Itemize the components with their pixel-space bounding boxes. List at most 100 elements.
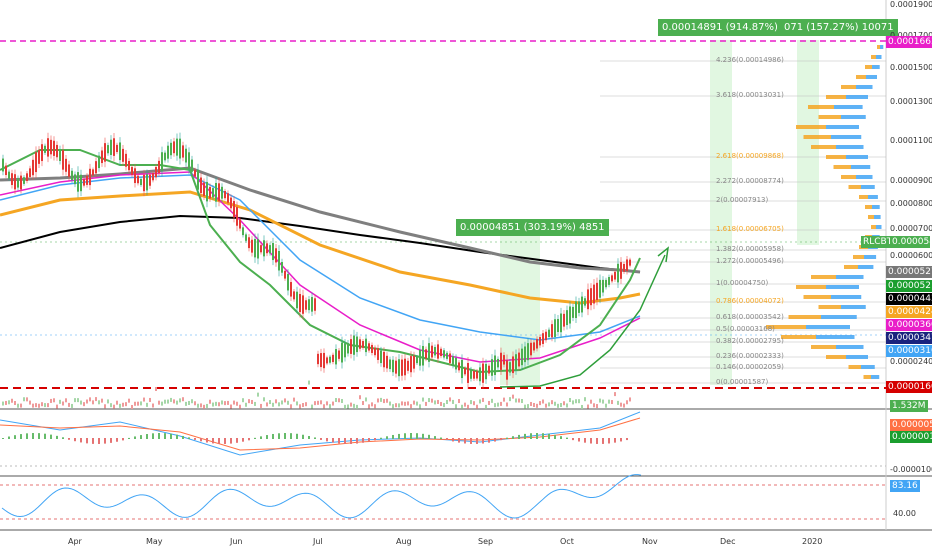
volume-bar bbox=[296, 401, 298, 406]
volume-bar bbox=[107, 399, 109, 404]
candle bbox=[614, 271, 616, 280]
candle bbox=[50, 139, 52, 155]
measure-box-big: 0.00014891 (914.87%) 14891 bbox=[658, 19, 817, 36]
volume-bar bbox=[206, 403, 208, 408]
candle bbox=[386, 355, 388, 369]
candle bbox=[98, 155, 100, 169]
volume-bar bbox=[59, 399, 61, 404]
macd-histogram bbox=[392, 434, 394, 439]
volume-bar bbox=[116, 400, 118, 405]
macd-histogram bbox=[578, 438, 580, 442]
macd-histogram bbox=[362, 438, 364, 443]
volume-bar bbox=[170, 397, 172, 402]
candle bbox=[2, 158, 4, 172]
candle bbox=[32, 159, 34, 176]
volume-bar bbox=[368, 404, 370, 409]
price-axis-label: 0.00017000 bbox=[890, 31, 932, 40]
macd-histogram bbox=[608, 438, 610, 444]
volume-bar bbox=[209, 399, 211, 404]
candle bbox=[494, 355, 496, 376]
ma-orange bbox=[0, 190, 641, 305]
macd-histogram bbox=[164, 433, 166, 439]
candle bbox=[350, 339, 352, 354]
fib-label: 1.618(0.00006705) bbox=[716, 225, 784, 233]
candle bbox=[59, 149, 61, 161]
candle bbox=[428, 343, 430, 362]
volume-bar bbox=[335, 398, 337, 403]
candle bbox=[437, 344, 439, 359]
candle bbox=[572, 306, 574, 318]
volume-profile-bar bbox=[880, 45, 884, 49]
volume-bar bbox=[617, 400, 619, 405]
fib-label: 2(0.00007913) bbox=[716, 196, 769, 204]
macd-tag-signal: 0.00000576 bbox=[890, 419, 932, 431]
candle bbox=[14, 174, 16, 190]
candle bbox=[569, 306, 571, 324]
macd-histogram bbox=[182, 435, 184, 439]
volume-profile-bar bbox=[826, 285, 859, 289]
candle bbox=[482, 363, 484, 383]
volume-bar bbox=[56, 404, 58, 409]
volume-bar bbox=[302, 403, 304, 408]
macd-histogram bbox=[368, 438, 370, 442]
volume-profile-bar bbox=[836, 275, 864, 279]
volume-bar bbox=[530, 401, 532, 406]
candle bbox=[356, 336, 358, 353]
macd-histogram bbox=[374, 438, 376, 441]
volume-profile-bar bbox=[796, 285, 826, 289]
time-axis-label: Jul bbox=[313, 537, 323, 546]
volume-bar bbox=[614, 392, 616, 397]
macd-histogram bbox=[338, 438, 340, 444]
candle bbox=[491, 359, 493, 376]
candle bbox=[35, 152, 37, 173]
macd-histogram bbox=[422, 433, 424, 439]
volume-bar bbox=[179, 398, 181, 403]
measure-box-small: 0.00004851 (303.19%) 4851 bbox=[456, 219, 609, 236]
volume-bar bbox=[311, 404, 313, 409]
volume-bar bbox=[572, 400, 574, 405]
volume-bar bbox=[431, 398, 433, 403]
volume-bar bbox=[41, 402, 43, 407]
volume-profile-bar bbox=[841, 305, 866, 309]
candle bbox=[479, 367, 481, 382]
volume-bar bbox=[485, 404, 487, 409]
volume-bar bbox=[92, 400, 94, 405]
volume-profile-bar bbox=[858, 265, 874, 269]
volume-bar bbox=[293, 397, 295, 402]
volume-profile-bar bbox=[841, 115, 866, 119]
volume-bar bbox=[95, 397, 97, 402]
candle bbox=[107, 145, 109, 154]
volume-bar bbox=[119, 403, 121, 408]
volume-profile-bar bbox=[834, 105, 863, 109]
candle bbox=[191, 159, 193, 172]
time-axis-label: Aug bbox=[396, 537, 412, 546]
candle bbox=[341, 342, 343, 363]
candle bbox=[575, 301, 577, 319]
current-price-tag: 0.00005452 bbox=[890, 236, 930, 248]
volume-bar bbox=[305, 402, 307, 407]
volume-bar bbox=[230, 404, 232, 409]
volume-profile-bar bbox=[844, 265, 858, 269]
macd-histogram bbox=[128, 437, 130, 439]
macd-histogram bbox=[38, 433, 40, 439]
volume-bar bbox=[65, 398, 67, 403]
candle bbox=[224, 190, 226, 199]
macd-histogram bbox=[158, 433, 160, 439]
candle bbox=[143, 174, 145, 192]
fib-label: 0.236(0.00002333) bbox=[716, 352, 784, 360]
volume-bar bbox=[284, 398, 286, 403]
candle bbox=[194, 169, 196, 177]
price-tag-magenta-top: 0.00016630 bbox=[886, 36, 932, 48]
volume-bar bbox=[512, 394, 514, 399]
volume-profile-bar bbox=[871, 225, 876, 229]
volume-bar bbox=[356, 404, 358, 409]
macd-histogram bbox=[104, 438, 106, 444]
candle bbox=[455, 357, 457, 370]
volume-bar bbox=[215, 401, 217, 406]
volume-bar bbox=[503, 397, 505, 402]
candle bbox=[545, 331, 547, 341]
volume-bar bbox=[176, 400, 178, 405]
candle bbox=[92, 169, 94, 176]
macd-histogram bbox=[584, 438, 586, 443]
